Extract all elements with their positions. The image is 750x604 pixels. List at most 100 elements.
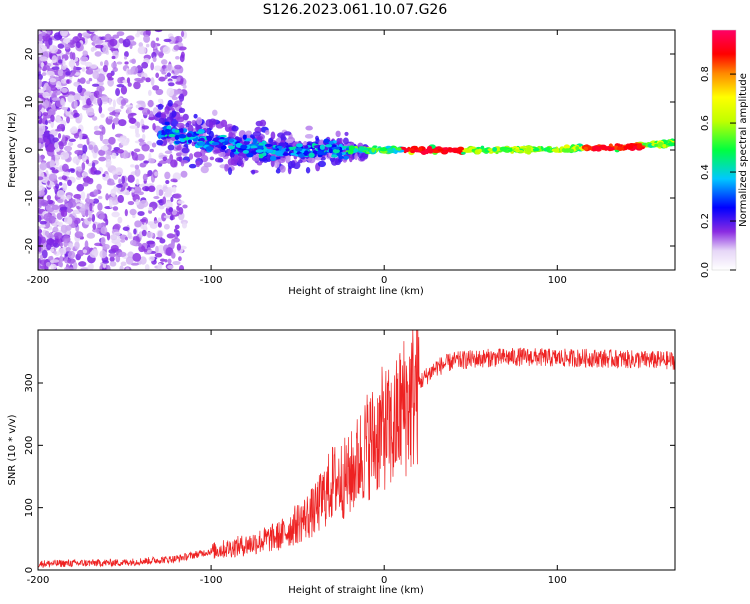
spectrogram-cell [120, 99, 127, 106]
spectrogram-cell [514, 149, 520, 152]
spectrogram-cell [193, 113, 198, 119]
spectrogram-cell [81, 162, 86, 171]
spectrogram-cell [84, 209, 89, 218]
x-tick-label: -100 [200, 275, 223, 286]
spectrogram-cell [108, 136, 116, 145]
spectrogram-cell [330, 158, 338, 166]
spectrogram-cell [49, 159, 55, 167]
spectrogram-cell [141, 133, 146, 141]
spectrogram-cell [56, 198, 64, 204]
spectrogram-cell [112, 34, 120, 39]
spectrogram-cell [40, 199, 49, 207]
spectrogram-cell [317, 160, 327, 168]
spectrogram-cell [157, 98, 163, 104]
spectrogram-cell [107, 77, 114, 81]
spectrogram-cell [127, 251, 134, 259]
spectrogram-cell [99, 132, 104, 142]
spectrogram-cell [331, 154, 338, 158]
spectrogram-cell [129, 125, 138, 129]
colorbar-tick-label: 0.0 [700, 262, 711, 278]
spectrogram-cell [141, 143, 150, 152]
spectrogram-cell [63, 171, 70, 176]
y-tick-label: 200 [24, 436, 35, 455]
spectrogram-cell [89, 30, 99, 33]
spectrogram-cell [81, 171, 88, 177]
spectrogram-cell [136, 100, 145, 105]
spectrogram-cell [270, 131, 276, 140]
spectrogram-cell [39, 265, 47, 270]
spectrogram-cell [74, 149, 83, 155]
spectrogram-cell [45, 262, 51, 267]
spectrogram-cell [135, 133, 141, 138]
spectrogram-cell [120, 239, 126, 243]
spectrogram-cell [93, 144, 98, 154]
spectrogram-cell [40, 236, 46, 244]
spectrogram-cell [164, 121, 170, 126]
spectrogram-cell [90, 47, 95, 52]
spectrogram-cell [115, 88, 121, 97]
spectrogram-cell [86, 80, 91, 85]
spectrogram-cell [196, 117, 203, 126]
spectrogram-cell [69, 127, 78, 134]
spectrogram-cell [50, 263, 57, 270]
spectrogram-cell [131, 188, 135, 193]
spectrogram-cell [151, 142, 157, 148]
spectrogram-cell [112, 206, 119, 211]
spectrogram-cell [228, 132, 236, 138]
spectrogram-cell [298, 159, 303, 164]
spectrogram-cell [168, 206, 174, 213]
snr-y-ticks: 0 100 200 300 [24, 373, 675, 573]
spectrogram-cell [87, 264, 93, 270]
spectrogram-cell [344, 131, 349, 136]
spectrogram-cell [38, 97, 42, 106]
spectrogram-cell [38, 44, 41, 53]
spectrogram-cell [282, 152, 290, 156]
spectrogram-cell [38, 224, 46, 228]
spectrogram-cell [213, 149, 222, 154]
spectrogram-cell [74, 231, 84, 239]
spectrogram-cell [175, 80, 184, 85]
spectrogram-cell [82, 249, 88, 254]
spectrogram-cell [67, 258, 76, 264]
spectrogram-cell [170, 240, 175, 249]
spectrogram-cell [76, 166, 83, 172]
spectrogram-cell [50, 248, 55, 252]
spectrogram-cell [51, 55, 58, 63]
spectrogram-cell [424, 148, 430, 155]
spectrogram-cell [108, 253, 117, 258]
colorbar-gradient [712, 30, 736, 270]
spectrogram-cell [170, 159, 178, 168]
spectrogram-cell [348, 148, 354, 153]
spectrogram-cell [342, 137, 349, 145]
x-tick-label: -200 [27, 275, 50, 286]
spectrogram-cell [274, 150, 283, 156]
spectrogram-cell [91, 213, 96, 223]
spectrogram-cell [148, 185, 156, 193]
spectrogram-cell [120, 85, 128, 95]
spectrogram-cell [50, 167, 56, 171]
spectrogram-cell [118, 251, 127, 258]
spectrogram-cell [469, 146, 476, 150]
spectrogram-cell [256, 161, 263, 166]
spectrogram-cell [224, 152, 230, 157]
spectrogram-cell [141, 61, 149, 69]
spectrogram-cell [171, 209, 177, 216]
spectrogram-cell [152, 123, 156, 131]
spectrogram-cell [145, 43, 150, 48]
spectrogram-cell [298, 153, 305, 158]
spectrogram-cell [328, 148, 333, 154]
spectrogram-cell [39, 56, 48, 62]
spectrogram-cell [162, 196, 167, 205]
spectrogram-cell [134, 220, 142, 228]
spectrogram-cell [568, 148, 575, 153]
x-tick-label: 100 [548, 575, 567, 586]
spectrogram-cell [71, 199, 76, 203]
spectrogram-cell [110, 244, 119, 252]
spectrogram-cell [102, 243, 110, 250]
spectrogram-cell [38, 123, 44, 127]
spectrogram-cell [60, 87, 68, 93]
spectrogram-cell [170, 252, 176, 259]
spectrogram-cell [135, 178, 140, 186]
spectrogram-cell [143, 160, 149, 164]
